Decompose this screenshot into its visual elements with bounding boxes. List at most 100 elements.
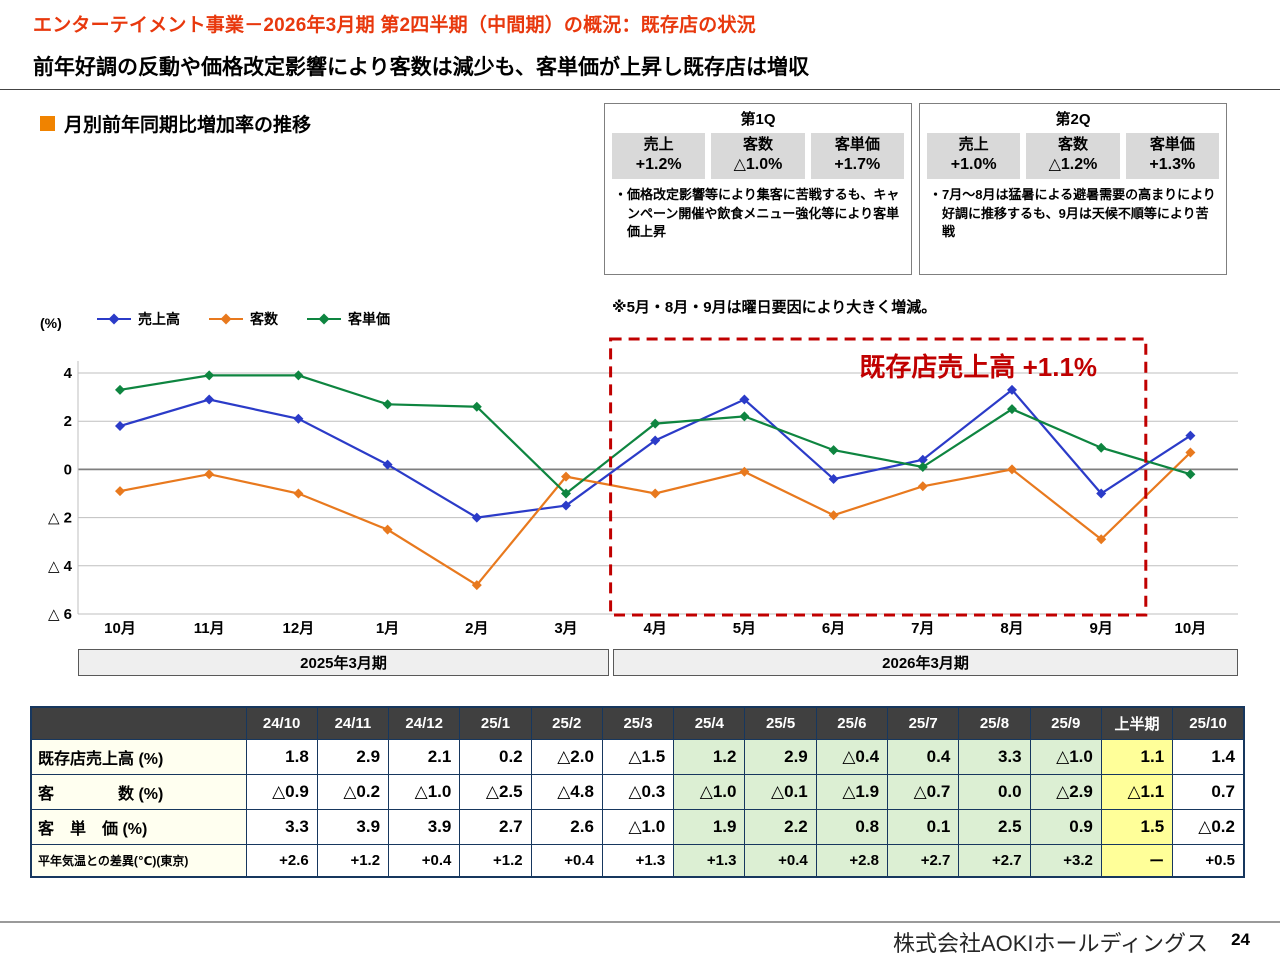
metric-label: 売上 <box>643 136 674 153</box>
period-band-fy2025: 2025年3月期 <box>78 649 609 676</box>
table-cell: +0.4 <box>530 844 603 878</box>
legend-item: 売上高 <box>96 309 180 329</box>
data-point <box>917 461 928 472</box>
data-point <box>828 474 839 485</box>
metric-value: +1.0% <box>950 155 997 173</box>
metric-label: 客単価 <box>1149 136 1195 153</box>
table-row: 客 単 価 (%) 3.3 3.9 3.9 2.7 2.6 △1.0 1.9 2.2 0.8 0.1… <box>30 809 1245 845</box>
data-point <box>471 401 482 412</box>
table-header-row: 24/10 24/11 24/12 25/1 25/2 25/3 25/4 25/5 25/6 2… <box>30 706 1245 740</box>
metric-value: +1.2% <box>635 155 682 173</box>
table-cell: △1.0 <box>1029 739 1102 775</box>
table-cell: 3.9 <box>388 809 461 845</box>
column-header: 上半期 <box>1100 706 1174 740</box>
q2-summary-box: 第2Q 売上 +1.0% 客数 △1.2% 客単価 +1.3% ・7月～8月は猛… <box>919 103 1227 275</box>
page-number: 24 <box>1231 930 1250 949</box>
column-header: 25/6 <box>815 706 889 740</box>
data-point <box>115 421 125 432</box>
data-point <box>650 418 661 429</box>
data-point <box>828 510 839 521</box>
legend-item: 客数 <box>208 309 278 329</box>
q1-title: 第1Q <box>740 111 776 128</box>
q1-customers-metric: 客数 △1.0% <box>711 133 805 179</box>
table-cell: △1.9 <box>815 774 889 810</box>
y-axis-label: 2 <box>64 413 72 430</box>
metric-label: 客数 <box>742 136 773 153</box>
legend-marker <box>307 313 341 325</box>
y-axis-label: △ 2 <box>48 510 72 527</box>
table-cell: △2.9 <box>1029 774 1102 810</box>
table-cell: +1.2 <box>459 844 532 878</box>
data-point <box>204 469 215 480</box>
data-point <box>1096 488 1107 499</box>
data-table: 24/10 24/11 24/12 25/1 25/2 25/3 25/4 25/5 25/6 2… <box>30 706 1245 878</box>
table-cell: △1.5 <box>601 739 675 775</box>
column-header: 25/10 <box>1172 706 1245 740</box>
column-header: 25/3 <box>601 706 675 740</box>
table-cell: +2.8 <box>815 844 889 878</box>
y-axis-label: 4 <box>64 365 73 382</box>
q1-summary-box: 第1Q 売上 +1.2% 客数 △1.0% 客単価 +1.7% ・価格改定影響等… <box>604 103 912 275</box>
column-header: 25/8 <box>958 706 1031 740</box>
table-cell: △0.1 <box>744 774 817 810</box>
column-header: 25/9 <box>1029 706 1102 740</box>
column-header: 25/4 <box>673 706 746 740</box>
table-cell: +0.4 <box>388 844 461 878</box>
table-cell: △1.0 <box>601 809 675 845</box>
table-cell: △1.0 <box>388 774 461 810</box>
table-cell: +0.5 <box>1172 844 1245 878</box>
data-point <box>382 459 393 470</box>
legend-label: 客数 <box>250 311 278 327</box>
x-axis-label: 10月 <box>104 620 136 637</box>
header-divider <box>0 89 1280 90</box>
data-point <box>471 580 482 591</box>
y-axis-unit-label: (%) <box>40 315 62 331</box>
x-axis-label: 4月 <box>644 620 667 637</box>
x-axis-label: 5月 <box>733 620 756 637</box>
data-point <box>204 370 215 381</box>
data-point <box>739 411 750 422</box>
y-axis-label: △ 4 <box>48 558 73 575</box>
metric-label: 売上 <box>958 136 989 153</box>
table-cell: 1.9 <box>673 809 746 845</box>
table-corner-cell <box>30 706 247 740</box>
metric-value: +1.7% <box>834 155 881 173</box>
data-point <box>561 488 571 499</box>
table-cell: 1.2 <box>673 739 746 775</box>
table-cell: 2.7 <box>459 809 532 845</box>
table-cell: +2.6 <box>245 844 318 878</box>
data-point <box>1007 384 1017 395</box>
page-subtitle: 前年好調の反動や価格改定影響により客数は減少も、客単価が上昇し既存店は増収 <box>33 56 809 79</box>
data-point <box>471 512 482 523</box>
q2-sales-metric: 売上 +1.0% <box>927 133 1021 179</box>
series-line <box>119 451 1192 587</box>
data-point <box>1007 404 1017 415</box>
data-point <box>382 399 393 410</box>
x-axis-label: 12月 <box>283 620 315 637</box>
column-header: 25/1 <box>459 706 532 740</box>
x-axis-label: 3月 <box>554 620 577 637</box>
table-cell: 0.8 <box>815 809 889 845</box>
table-cell: △0.7 <box>887 774 960 810</box>
table-cell: 2.1 <box>388 739 461 775</box>
table-row: 既存店売上高 (%) 1.8 2.9 2.1 0.2 △2.0 △1.5 1.2 2.9 △0.4… <box>30 739 1245 775</box>
highlight-box <box>609 337 1148 617</box>
data-point <box>561 471 571 482</box>
chart-svg: 4 2 0 △ 2 △ 4 △ 6 10月 11月 12月 1月 2月 3月 4月 5月 6月 7月 8月 9月 1… <box>48 337 1238 637</box>
legend-item: 客単価 <box>306 309 390 329</box>
table-cell: 1.5 <box>1100 809 1174 845</box>
data-point <box>1096 442 1107 453</box>
data-point <box>1007 464 1017 475</box>
table-cell: △1.0 <box>673 774 746 810</box>
data-point <box>1185 447 1196 458</box>
column-header: 25/5 <box>744 706 817 740</box>
table-cell: 3.3 <box>958 739 1031 775</box>
table-cell: △1.1 <box>1100 774 1174 810</box>
data-point <box>1185 469 1196 480</box>
q1-sales-metric: 売上 +1.2% <box>612 133 706 179</box>
table-cell: 1.1 <box>1100 739 1174 775</box>
table-cell: 0.0 <box>958 774 1031 810</box>
data-point <box>650 488 661 499</box>
data-point <box>293 488 304 499</box>
